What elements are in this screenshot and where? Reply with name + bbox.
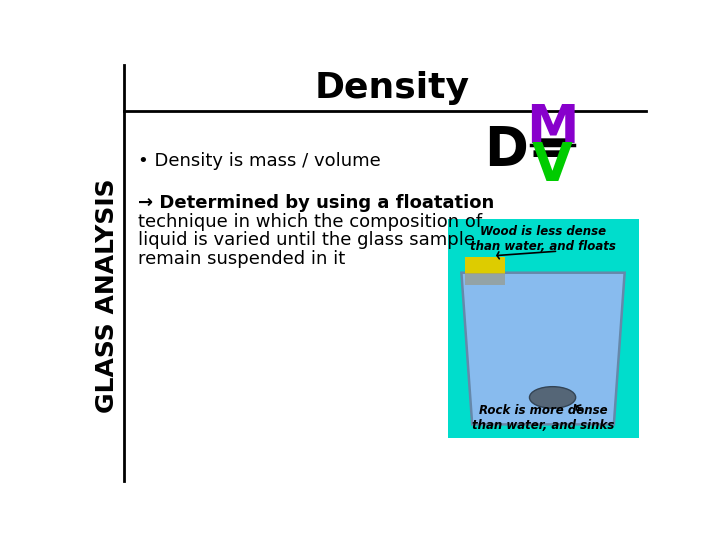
Text: M: M <box>526 102 578 154</box>
Polygon shape <box>462 273 625 424</box>
Text: technique in which the composition of: technique in which the composition of <box>138 213 482 231</box>
Bar <box>465 273 505 285</box>
Bar <box>448 219 639 438</box>
Text: liquid is varied until the glass sample: liquid is varied until the glass sample <box>138 231 475 249</box>
Ellipse shape <box>529 387 576 408</box>
Text: V: V <box>532 140 572 192</box>
Text: • Density is mass / volume: • Density is mass / volume <box>138 152 381 170</box>
Text: Density: Density <box>315 71 469 105</box>
Text: GLASS ANALYSIS: GLASS ANALYSIS <box>95 179 120 413</box>
Bar <box>465 257 505 274</box>
Text: Wood is less dense
than water, and floats: Wood is less dense than water, and float… <box>470 225 616 253</box>
Text: Rock is more dense
than water, and sinks: Rock is more dense than water, and sinks <box>472 404 614 432</box>
Text: remain suspended in it: remain suspended in it <box>138 250 346 268</box>
Text: → Determined by using a floatation: → Determined by using a floatation <box>138 194 494 212</box>
Text: D=: D= <box>485 124 572 176</box>
